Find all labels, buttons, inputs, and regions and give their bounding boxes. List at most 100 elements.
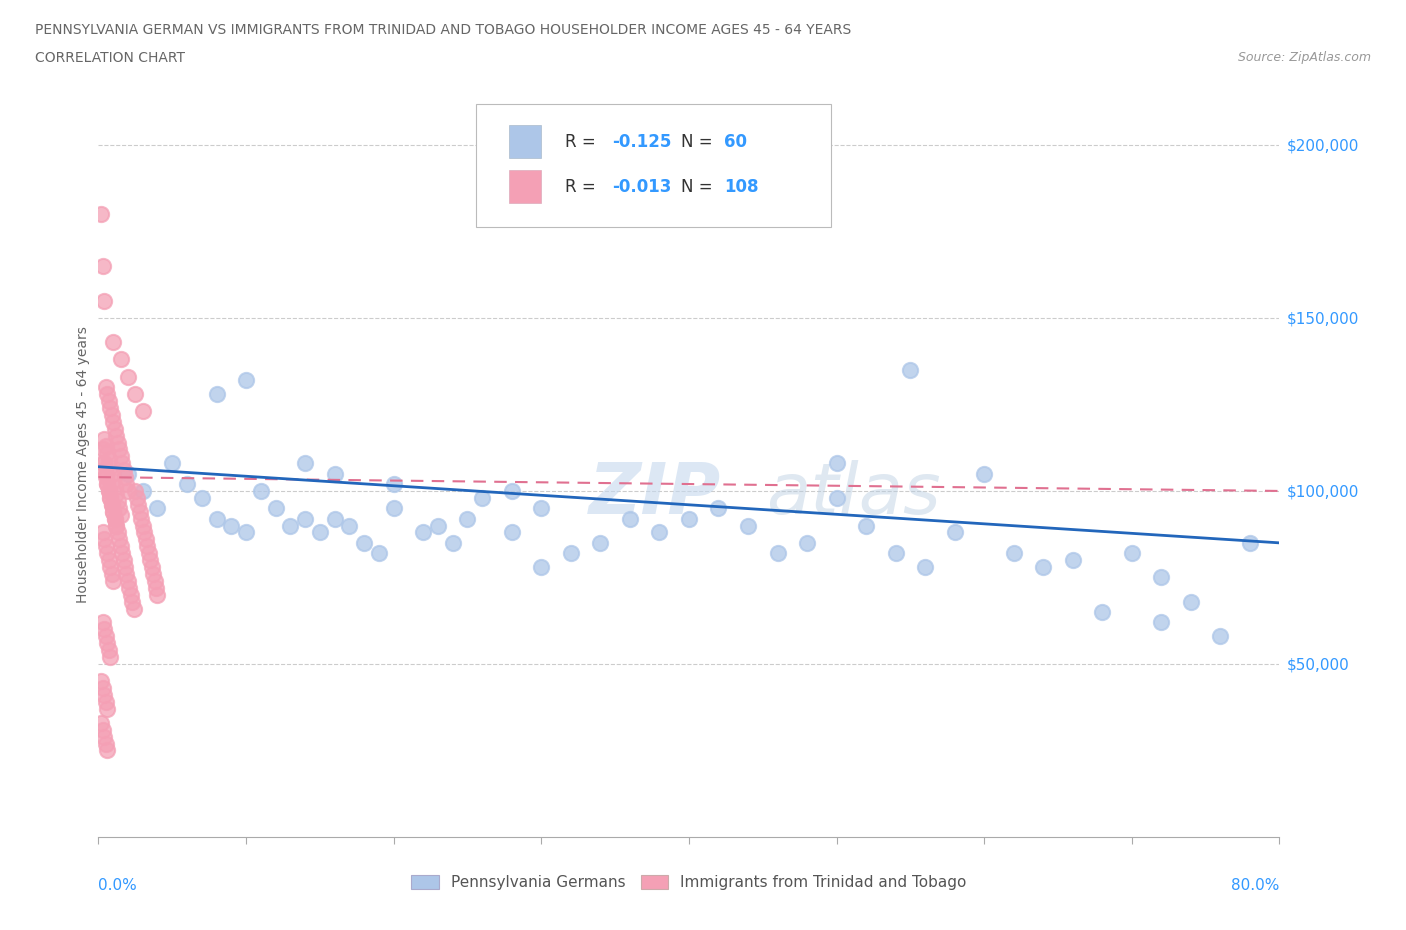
Point [90, 674, 112, 689]
Point [456, 512, 478, 526]
Point [162, 456, 183, 471]
Point [121, 594, 143, 609]
Point [309, 525, 332, 540]
Point [1150, 570, 1173, 585]
Point [353, 536, 375, 551]
Point [94, 695, 117, 710]
Point [427, 518, 450, 533]
Y-axis label: Householder Income Ages 45 - 64 years: Householder Income Ages 45 - 64 years [76, 326, 90, 604]
Point [146, 588, 169, 603]
Legend: Pennsylvania Germans, Immigrants from Trinidad and Tobago: Pennsylvania Germans, Immigrants from Tr… [405, 869, 973, 897]
Point [117, 466, 139, 481]
Point [97, 552, 120, 567]
Point [103, 335, 125, 350]
Point [98, 560, 121, 575]
Point [1091, 604, 1114, 619]
Point [91, 525, 114, 540]
Point [91, 681, 114, 696]
Point [707, 501, 730, 516]
Point [100, 566, 122, 581]
Point [97, 643, 120, 658]
Point [1209, 629, 1232, 644]
Point [323, 512, 346, 526]
Point [91, 259, 114, 273]
Point [96, 701, 118, 716]
Point [93, 687, 115, 702]
Point [914, 560, 936, 575]
Point [135, 532, 157, 547]
Point [96, 476, 118, 491]
Point [96, 546, 118, 561]
Point [104, 512, 127, 526]
Text: R =: R = [565, 133, 600, 151]
Point [93, 432, 115, 446]
Point [766, 546, 789, 561]
Point [560, 546, 582, 561]
Point [145, 580, 167, 595]
Point [132, 484, 155, 498]
Point [110, 352, 132, 367]
Point [107, 435, 129, 450]
Point [108, 501, 131, 516]
Point [294, 512, 316, 526]
Point [107, 494, 129, 509]
FancyBboxPatch shape [477, 104, 831, 227]
Point [501, 525, 523, 540]
Point [205, 512, 228, 526]
Point [118, 580, 141, 595]
Point [382, 501, 405, 516]
Point [1150, 615, 1173, 630]
Point [100, 498, 122, 512]
Point [146, 501, 169, 516]
Point [129, 512, 152, 526]
Point [619, 512, 641, 526]
Text: 0.0%: 0.0% [98, 878, 138, 893]
Point [103, 473, 125, 488]
Point [441, 536, 464, 551]
Text: CORRELATION CHART: CORRELATION CHART [35, 51, 186, 65]
Text: N =: N = [681, 178, 717, 195]
Point [105, 487, 128, 502]
Point [104, 421, 127, 436]
Point [115, 566, 138, 581]
Point [93, 729, 115, 744]
Point [104, 480, 127, 495]
Point [100, 498, 122, 512]
Point [120, 588, 142, 603]
Point [105, 518, 128, 533]
Point [219, 518, 242, 533]
Point [1121, 546, 1143, 561]
Point [107, 525, 129, 540]
Point [323, 466, 346, 481]
Point [94, 466, 117, 481]
Text: R =: R = [565, 178, 600, 195]
Text: ZIP: ZIP [589, 460, 721, 529]
Point [235, 373, 257, 388]
Point [110, 538, 132, 553]
Text: 80.0%: 80.0% [1232, 878, 1279, 893]
Point [103, 574, 125, 589]
Point [93, 622, 115, 637]
Point [96, 387, 118, 402]
Point [90, 206, 112, 221]
Point [96, 636, 118, 651]
Point [648, 525, 671, 540]
Text: N =: N = [681, 133, 717, 151]
Point [125, 490, 148, 505]
Point [382, 476, 405, 491]
Point [98, 490, 121, 505]
Point [884, 546, 907, 561]
Point [138, 546, 160, 561]
Point [471, 490, 494, 505]
Point [91, 723, 114, 737]
Point [530, 501, 553, 516]
Point [98, 401, 121, 416]
Point [250, 484, 273, 498]
Point [94, 737, 117, 751]
Point [124, 387, 146, 402]
Point [368, 546, 391, 561]
Point [94, 439, 117, 454]
Point [96, 476, 118, 491]
Point [98, 459, 121, 474]
Point [1180, 594, 1202, 609]
